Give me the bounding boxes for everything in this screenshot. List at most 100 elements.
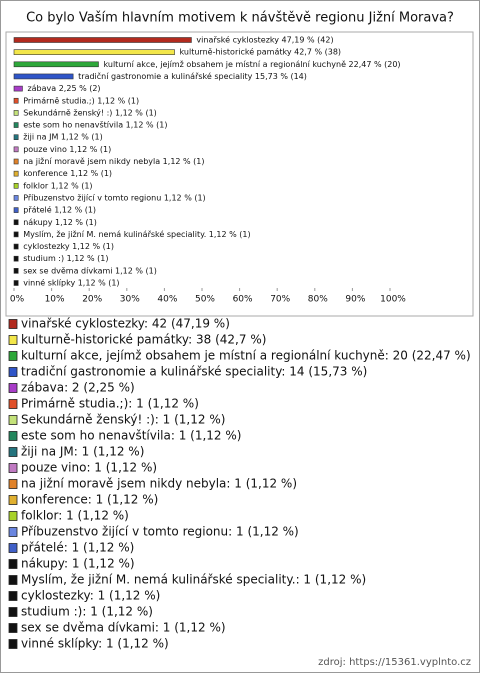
legend-label: zábava: 2 (2,25 %) bbox=[21, 381, 135, 395]
bar bbox=[13, 183, 19, 189]
legend-label: Primárně studia.;): 1 (1,12 %) bbox=[21, 397, 199, 411]
bar-label: Sekundárně ženský! :) 1,12 % (1) bbox=[23, 108, 157, 117]
bar-label: este som ho nenavštívila 1,12 % (1) bbox=[23, 120, 167, 130]
legend-swatch bbox=[8, 415, 18, 425]
bar-label: zábava 2,25 % (2) bbox=[27, 84, 100, 93]
x-tick-label: 0% bbox=[10, 295, 25, 305]
bar bbox=[13, 61, 99, 68]
bar bbox=[13, 268, 19, 274]
legend-swatch bbox=[8, 479, 18, 489]
bar bbox=[13, 37, 192, 43]
x-tick-label: 10% bbox=[45, 295, 65, 305]
bar bbox=[13, 122, 19, 128]
legend-label: kulturní akce, jejímž obsahem je místní … bbox=[21, 349, 471, 363]
legend-label: cyklostezky: 1 (1,12 %) bbox=[21, 589, 160, 603]
bar-label: cyklostezky 1,12 % (1) bbox=[23, 242, 114, 251]
legend-swatch bbox=[8, 623, 18, 633]
x-tick-label: 40% bbox=[157, 295, 177, 305]
bar-label: nákupy 1,12 % (1) bbox=[23, 218, 97, 227]
legend-swatch bbox=[8, 463, 18, 473]
legend-swatch bbox=[8, 351, 18, 361]
x-tick-label: 80% bbox=[308, 295, 328, 305]
bar-label: folklor 1,12 % (1) bbox=[23, 181, 92, 190]
bar-label: přátelé 1,12 % (1) bbox=[23, 205, 96, 215]
legend-label: vinné sklípky: 1 (1,12 %) bbox=[21, 637, 169, 651]
legend-label: Příbuzenstvo žijící v tomto regionu: 1 (… bbox=[21, 525, 299, 539]
legend-label: žiji na JM: 1 (1,12 %) bbox=[21, 445, 144, 459]
legend-swatch bbox=[8, 367, 18, 377]
bar bbox=[13, 231, 19, 238]
bar-label: konference 1,12 % (1) bbox=[23, 169, 112, 178]
bar bbox=[13, 170, 19, 177]
legend-swatch bbox=[8, 335, 18, 345]
x-tick-label: 20% bbox=[82, 295, 102, 305]
bar-label: tradiční gastronomie a kulinářské specia… bbox=[78, 71, 307, 81]
bar bbox=[13, 49, 175, 55]
legend-swatch bbox=[8, 607, 18, 617]
bar bbox=[13, 85, 23, 92]
bar-label: na jižní moravě jsem nikdy nebyla 1,12 %… bbox=[23, 157, 204, 166]
bar bbox=[13, 207, 19, 213]
legend-swatch bbox=[8, 559, 18, 569]
bar-label: Myslím, že jižní M. nemá kulinářské spec… bbox=[23, 229, 250, 239]
legend-label: přátelé: 1 (1,12 %) bbox=[21, 541, 134, 555]
bar bbox=[13, 280, 19, 286]
legend-label: vinařské cyklostezky: 42 (47,19 %) bbox=[21, 317, 230, 331]
bar-label: Příbuzenstvo žijící v tomto regionu 1,12… bbox=[23, 193, 205, 202]
bar bbox=[13, 243, 19, 250]
legend-label: na jižní moravě jsem nikdy nebyla: 1 (1,… bbox=[21, 477, 297, 491]
legend-label: kulturně-historické památky: 38 (42,7 %) bbox=[21, 333, 266, 347]
bar bbox=[13, 97, 19, 104]
bar-label: kulturní akce, jejímž obsahem je místní … bbox=[103, 60, 400, 69]
plot-frame bbox=[5, 31, 474, 317]
legend-label: este som ho nenavštívila: 1 (1,12 %) bbox=[21, 429, 241, 443]
bar bbox=[13, 158, 19, 165]
legend-label: sex se dvěma dívkami: 1 (1,12 %) bbox=[21, 621, 226, 635]
bar-label: pouze vino 1,12 % (1) bbox=[23, 145, 111, 154]
legend-swatch bbox=[8, 399, 18, 409]
bar-label: vinné sklípky 1,12 % (1) bbox=[23, 278, 119, 288]
bar-label: kulturně-historické památky 42,7 % (38) bbox=[180, 47, 342, 57]
legend-swatch bbox=[8, 495, 18, 505]
source: zdroj: https://15361.vyplnto.cz bbox=[318, 657, 471, 668]
legend-swatch bbox=[8, 639, 18, 649]
x-tick-label: 50% bbox=[195, 295, 215, 305]
bar bbox=[13, 195, 19, 201]
legend-label: tradiční gastronomie a kulinářské specia… bbox=[21, 365, 367, 379]
x-tick-label: 60% bbox=[233, 295, 253, 305]
legend-swatch bbox=[8, 543, 18, 553]
chart-title: Co bylo Vaším hlavním motivem k návštěvě… bbox=[26, 11, 454, 26]
legend-label: studium :): 1 (1,12 %) bbox=[21, 605, 153, 619]
bar bbox=[13, 219, 19, 226]
bar bbox=[13, 73, 74, 80]
x-tick-label: 90% bbox=[345, 295, 365, 305]
legend-label: folklor: 1 (1,12 %) bbox=[21, 509, 129, 523]
legend-label: nákupy: 1 (1,12 %) bbox=[21, 557, 135, 571]
bar-label: sex se dvěma dívkami 1,12 % (1) bbox=[23, 266, 157, 275]
legend-label: Myslím, že jižní M. nemá kulinářské spec… bbox=[21, 573, 366, 587]
bar-label: žiji na JM 1,12 % (1) bbox=[23, 133, 103, 142]
legend-label: pouze vino: 1 (1,12 %) bbox=[21, 461, 157, 475]
bar bbox=[13, 255, 19, 262]
legend-swatch bbox=[8, 447, 18, 457]
legend-label: konference: 1 (1,12 %) bbox=[21, 493, 158, 507]
legend-swatch bbox=[8, 383, 18, 393]
legend-swatch bbox=[8, 575, 18, 585]
legend-swatch bbox=[8, 527, 18, 537]
x-tick-label: 100% bbox=[380, 295, 406, 305]
legend-swatch bbox=[8, 319, 18, 329]
bar-label: Primárně studia.;) 1,12 % (1) bbox=[23, 96, 139, 105]
bar-label: vinařské cyklostezky 47,19 % (42) bbox=[196, 35, 333, 45]
x-tick-label: 70% bbox=[270, 295, 290, 305]
bar bbox=[13, 146, 19, 153]
x-tick-label: 30% bbox=[120, 295, 140, 305]
legend-label: Sekundárně ženský! :): 1 (1,12 %) bbox=[21, 413, 225, 427]
legend-swatch bbox=[8, 511, 18, 521]
bar bbox=[13, 110, 19, 116]
legend-swatch bbox=[8, 591, 18, 601]
bar bbox=[13, 134, 19, 140]
legend-swatch bbox=[8, 431, 18, 441]
bar-label: studium :) 1,12 % (1) bbox=[23, 254, 108, 263]
